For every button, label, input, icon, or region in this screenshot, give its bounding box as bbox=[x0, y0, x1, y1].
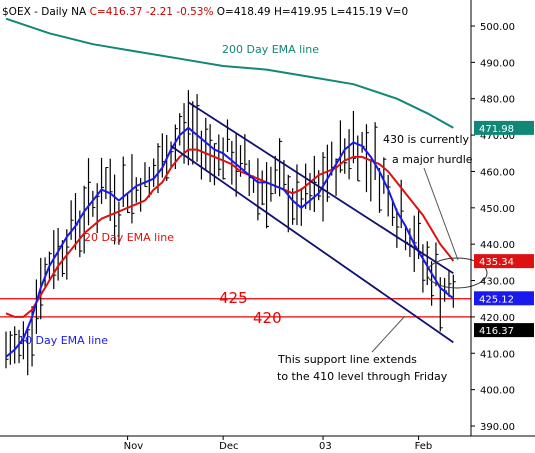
price-badges-layer: 471.98 435.34 425.12 416.37 bbox=[474, 120, 534, 338]
y-tick-label-400: 400.00 bbox=[480, 386, 515, 397]
x-tick-label-nov: Nov bbox=[124, 441, 144, 452]
ema200-layer bbox=[5, 17, 454, 129]
x-tick-label-dec: Dec bbox=[219, 441, 238, 452]
header-low: L=415.19 bbox=[331, 6, 382, 18]
badge-416-37-text: 416.37 bbox=[479, 326, 514, 337]
y-tick-label-470: 470.00 bbox=[480, 131, 515, 142]
header-period: Daily bbox=[41, 6, 68, 18]
badge-425-12: 425.12 bbox=[474, 291, 534, 306]
badge-435-34-bg bbox=[474, 254, 534, 269]
header-close: C=416.37 bbox=[90, 6, 143, 18]
header-symbol: $OEX bbox=[2, 6, 31, 18]
svg-text:$OEX - Daily NA C=416.37 -2.: $OEX - Daily NA C=416.37 -2.21 -0.53% O=… bbox=[2, 6, 408, 18]
level-420-label: 420 bbox=[253, 309, 282, 327]
header-change-pct: -0.53% bbox=[176, 6, 213, 18]
header-open: O=418.49 bbox=[217, 6, 271, 18]
hurdle-label-line2: a major hurdle bbox=[392, 153, 473, 166]
level-425-label: 425 bbox=[219, 289, 248, 307]
support-pointer bbox=[371, 315, 406, 353]
badge-471-98-text: 471.98 bbox=[479, 124, 514, 135]
y-tick-label-440: 440.00 bbox=[480, 240, 515, 251]
ema200-label: 200 Day EMA line bbox=[222, 43, 319, 56]
badge-416-37: 416.37 bbox=[474, 323, 534, 338]
y-tick-label-430: 430.00 bbox=[480, 277, 515, 288]
badge-471-98-bg bbox=[474, 120, 534, 135]
ema10-line bbox=[5, 126, 454, 358]
y-tick-label-410: 410.00 bbox=[480, 349, 515, 360]
y-tick-label-490: 490.00 bbox=[480, 58, 515, 69]
ema200-line bbox=[5, 17, 454, 129]
y-tick-label-460: 460.00 bbox=[480, 167, 515, 178]
x-tick-label-feb: Feb bbox=[415, 441, 433, 452]
header-bar: $OEX - Daily NA C=416.37 -2.21 -0.53% O=… bbox=[2, 6, 408, 18]
badge-435-34-text: 435.34 bbox=[479, 257, 514, 268]
badge-425-12-text: 425.12 bbox=[479, 294, 514, 305]
y-tick-label-420: 420.00 bbox=[480, 313, 515, 324]
hurdle-pointer bbox=[423, 167, 459, 261]
channel-lower-line bbox=[170, 145, 454, 344]
hurdle-ellipse bbox=[426, 257, 488, 289]
channel-upper-line bbox=[187, 101, 454, 275]
channel-layer bbox=[170, 101, 454, 344]
y-tick-label-480: 480.00 bbox=[480, 95, 515, 106]
header-volume: V=0 bbox=[385, 6, 408, 18]
x-tick-label-03: 03 bbox=[319, 441, 332, 452]
badge-416-37-bg bbox=[474, 323, 534, 338]
header-change: -2.21 bbox=[146, 6, 173, 18]
ema10-label: 10 Day EMA line bbox=[18, 334, 108, 347]
support-label-line2: to the 410 level through Friday bbox=[277, 370, 448, 383]
header-na: NA bbox=[71, 6, 87, 18]
badge-471-98: 471.98 bbox=[474, 120, 534, 135]
y-tick-label-450: 450.00 bbox=[480, 204, 515, 215]
hurdle-label-line1: 430 is currently bbox=[383, 133, 470, 146]
y-tick-label-500: 500.00 bbox=[480, 22, 515, 33]
badge-435-34: 435.34 bbox=[474, 254, 534, 269]
ema20-line bbox=[5, 148, 455, 318]
ema20-label: 20 Day EMA line bbox=[84, 231, 174, 244]
annotation-layer: 200 Day EMA line 20 Day EMA line 10 Day … bbox=[18, 43, 488, 383]
header-high: H=419.95 bbox=[274, 6, 327, 18]
badge-425-12-bg bbox=[474, 291, 534, 306]
horizontal-levels-layer bbox=[0, 298, 471, 318]
y-tick-label-390: 390.00 bbox=[480, 422, 515, 433]
short-emas-layer bbox=[5, 126, 455, 358]
support-label-line1: This support line extends bbox=[277, 353, 417, 366]
